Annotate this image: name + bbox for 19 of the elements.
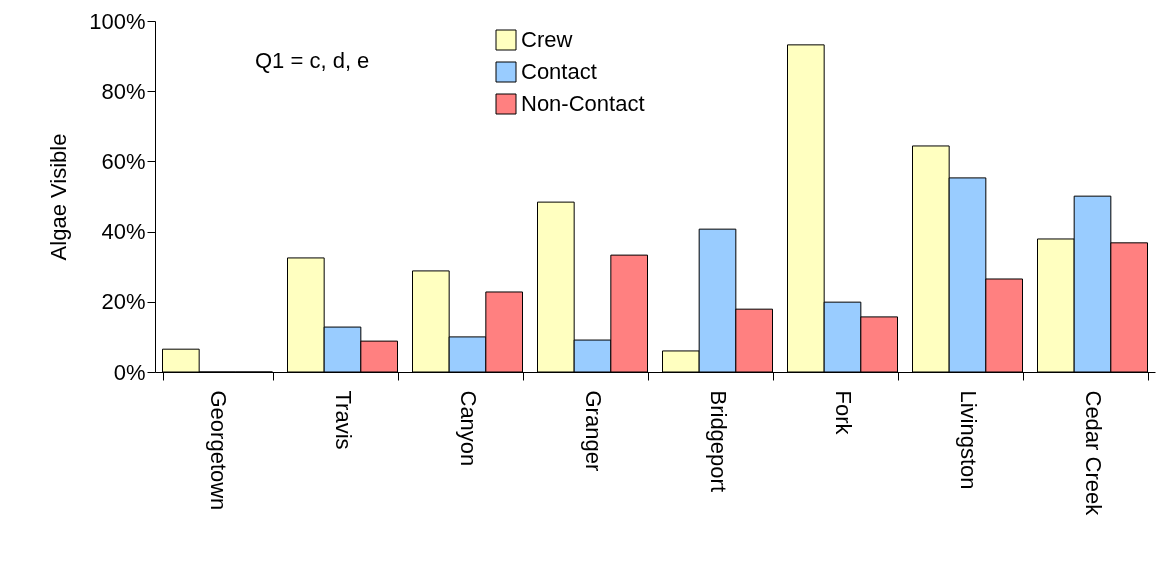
legend-label: Non-Contact (521, 91, 645, 116)
y-axis-title: Algae Visible (46, 133, 72, 261)
annotation: Q1 = c, d, e (255, 48, 370, 73)
x-tick-label: Travis (331, 390, 356, 450)
y-tick-label: 100% (89, 8, 146, 34)
y-tick-label: 60% (101, 148, 146, 174)
y-tick-label: 0% (113, 359, 146, 385)
y-tick-label: 40% (101, 219, 146, 245)
legend-label: Contact (521, 59, 597, 84)
y-tick-label: 80% (101, 78, 146, 104)
x-tick-label: Bridgeport (706, 390, 731, 493)
y-tick-label: 20% (101, 289, 146, 315)
x-tick-label: Granger (581, 390, 606, 472)
x-tick-label: Georgetown (206, 390, 231, 511)
legend-label: Crew (521, 27, 573, 52)
x-tick-label: Canyon (456, 390, 481, 467)
x-tick-label: Cedar Creek (1081, 390, 1106, 517)
x-tick-label: Fork (831, 390, 856, 436)
x-tick-label: Livingston (956, 390, 981, 490)
